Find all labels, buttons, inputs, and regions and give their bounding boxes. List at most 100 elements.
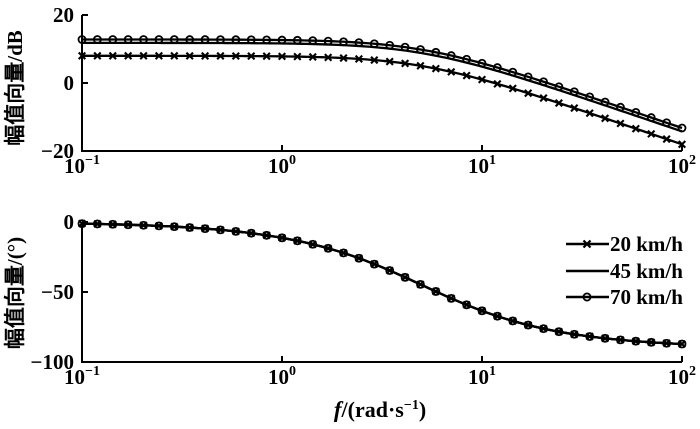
legend-item-45kmh: 45 km/h xyxy=(566,259,683,283)
circle-plus-marker-icon xyxy=(585,92,595,102)
x-marker-icon xyxy=(416,61,425,70)
x-marker-icon xyxy=(185,51,194,60)
circle-plus-marker-icon xyxy=(616,102,625,112)
x-marker-icon xyxy=(462,71,471,80)
circle-plus-marker-icon xyxy=(123,220,133,230)
x-marker-icon xyxy=(262,52,271,61)
circle-plus-marker-icon xyxy=(677,123,687,133)
x-marker-icon xyxy=(77,51,87,60)
circle-plus-marker-icon xyxy=(354,253,364,263)
x-tick-label: 10−1 xyxy=(64,364,100,389)
x-marker-icon xyxy=(370,56,379,65)
x-marker-icon xyxy=(139,51,148,60)
series-line-45-km-h xyxy=(81,222,683,346)
x-tick-label: 101 xyxy=(468,153,496,178)
circle-plus-marker-icon xyxy=(508,316,518,326)
magnitude-y-axis-title: 幅值向量/dB xyxy=(3,30,27,146)
y-tick-label: 0 xyxy=(64,71,75,95)
x-marker-icon xyxy=(447,67,456,76)
circle-plus-marker-icon xyxy=(569,87,579,97)
circle-plus-marker-icon xyxy=(431,287,441,296)
circle-plus-marker-icon xyxy=(462,300,472,310)
x-tick-label: 100 xyxy=(268,364,296,389)
series-line-20-km-h xyxy=(82,54,683,146)
x-marker-icon xyxy=(324,53,333,62)
circle-plus-marker-icon xyxy=(185,223,195,232)
circle-plus-marker-icon xyxy=(323,243,333,253)
circle-plus-marker-icon xyxy=(169,222,179,232)
x-marker-icon xyxy=(662,135,671,144)
circle-plus-marker-icon xyxy=(292,236,302,246)
x-marker-icon xyxy=(539,94,548,103)
legend-circle-plus-marker-icon xyxy=(582,292,592,302)
circle-plus-marker-icon xyxy=(323,36,333,46)
x-marker-icon xyxy=(401,59,410,68)
circle-plus-marker-icon xyxy=(662,338,672,348)
x-marker-icon xyxy=(201,51,210,60)
circle-plus-marker-icon xyxy=(554,82,564,92)
circle-plus-marker-icon xyxy=(462,54,472,64)
x-marker-icon xyxy=(308,52,317,61)
circle-plus-marker-icon xyxy=(200,224,210,234)
circle-plus-marker-icon xyxy=(246,228,256,238)
circle-plus-marker-icon xyxy=(246,35,256,45)
circle-plus-marker-icon xyxy=(508,67,518,77)
circle-plus-marker-icon xyxy=(354,38,364,47)
x-axis-unit-close: ) xyxy=(419,397,426,422)
circle-plus-marker-icon xyxy=(277,35,287,45)
series-markers-20-km-h xyxy=(77,51,687,149)
x-axis-variable: f xyxy=(334,397,344,422)
x-marker-icon xyxy=(508,84,517,93)
circle-plus-marker-icon xyxy=(492,311,502,321)
x-tick-label: 101 xyxy=(468,364,496,389)
series-line-45-km-h xyxy=(82,41,683,133)
x-marker-icon xyxy=(493,79,502,88)
circle-plus-marker-icon xyxy=(416,279,425,289)
circle-plus-marker-icon xyxy=(77,35,87,44)
x-marker-icon xyxy=(677,140,687,149)
circle-plus-marker-icon xyxy=(216,35,225,45)
circle-plus-marker-icon xyxy=(108,35,118,44)
y-tick-label: −20 xyxy=(41,139,74,163)
legend: 20 km/h 45 km/h 70 km/h xyxy=(566,232,683,309)
phase-y-axis-title: 幅值向量/(°) xyxy=(3,237,27,349)
x-marker-icon xyxy=(154,51,163,60)
x-marker-icon xyxy=(431,64,440,73)
series-line-20-km-h xyxy=(81,222,683,346)
legend-x-marker-icon xyxy=(582,239,592,249)
circle-plus-marker-icon xyxy=(400,42,410,52)
circle-plus-marker-icon xyxy=(154,221,164,231)
x-marker-icon xyxy=(293,52,302,61)
x-axis-unit-exponent: −1 xyxy=(404,398,419,413)
circle-plus-marker-icon xyxy=(92,219,102,229)
circle-plus-marker-icon xyxy=(492,63,502,72)
circle-plus-marker-icon xyxy=(262,35,272,45)
circle-plus-marker-icon xyxy=(477,306,487,316)
x-marker-icon xyxy=(570,104,579,113)
x-tick-label: 102 xyxy=(668,153,696,178)
x-tick-label: 10−1 xyxy=(64,153,100,178)
circle-plus-marker-icon xyxy=(292,35,302,45)
series-markers-20-km-h xyxy=(77,219,687,349)
circle-plus-marker-icon xyxy=(339,248,348,258)
series-markers-70-km-h xyxy=(77,219,687,349)
axis-spines xyxy=(81,15,682,152)
circle-plus-marker-icon xyxy=(416,45,425,54)
circle-plus-marker-icon xyxy=(216,225,225,235)
circle-plus-marker-icon xyxy=(569,329,579,339)
circle-plus-marker-icon xyxy=(277,233,287,243)
circle-plus-marker-icon xyxy=(339,37,348,47)
x-tick-label: 100 xyxy=(268,153,296,178)
x-marker-icon xyxy=(631,124,640,133)
y-tick-label: 0 xyxy=(64,210,75,234)
x-marker-icon xyxy=(216,51,225,60)
circle-plus-marker-icon xyxy=(369,259,379,269)
series-line-70-km-h xyxy=(81,222,683,346)
circle-plus-marker-icon xyxy=(385,266,395,275)
x-marker-icon xyxy=(647,129,656,138)
x-marker-icon xyxy=(554,98,563,108)
x-marker-icon xyxy=(524,89,533,98)
x-axis-title: f/(rad·s−1) xyxy=(334,397,426,422)
